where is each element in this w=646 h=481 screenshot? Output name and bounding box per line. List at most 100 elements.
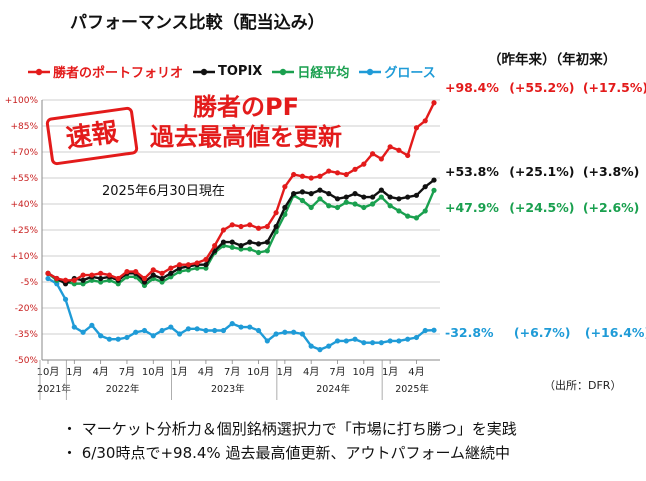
data-point-topix	[422, 184, 428, 190]
data-point-topix	[317, 187, 323, 193]
data-point-winner	[194, 260, 200, 266]
data-point-growth	[238, 324, 244, 330]
data-point-growth	[317, 347, 323, 353]
x-tick-label: 4月	[408, 366, 424, 378]
legend-item-winner: 勝者のポートフォリオ	[28, 62, 183, 81]
data-point-growth	[141, 327, 148, 334]
y-tick-label: +10%	[10, 252, 38, 262]
data-point-winner	[212, 243, 218, 249]
data-point-nikkei	[422, 208, 428, 214]
headline-line-2: 過去最高値を更新	[150, 123, 342, 151]
y-tick-label: -50%	[15, 356, 39, 366]
since-last-year-winner: (+55.2%)	[509, 80, 575, 95]
ytd-winner: (+17.5%)	[582, 80, 646, 95]
data-point-growth	[361, 340, 367, 346]
data-point-nikkei	[387, 203, 393, 209]
x-tick-label: 10月	[37, 366, 60, 378]
data-point-topix	[80, 277, 86, 283]
end-label-winner: +98.4% (+55.2%) (+17.5%)	[445, 80, 646, 95]
data-point-topix	[150, 272, 156, 278]
ytd-topix: (+3.8%)	[582, 164, 640, 179]
data-point-winner	[308, 175, 314, 181]
year-label: 2021年	[37, 383, 71, 395]
data-point-winner	[159, 270, 165, 276]
legend-label-winner: 勝者のポートフォリオ	[53, 66, 184, 81]
data-point-topix	[308, 191, 314, 197]
data-point-topix	[369, 194, 376, 200]
bullet-1: ・ マーケット分析力＆個別銘柄選択力で「市場に打ち勝つ」を実践	[62, 420, 517, 438]
data-point-nikkei	[299, 197, 306, 204]
data-point-nikkei	[405, 213, 411, 219]
data-point-growth	[168, 324, 174, 330]
data-point-winner	[396, 147, 402, 153]
data-point-topix	[378, 187, 384, 193]
data-point-growth	[334, 338, 341, 344]
chart-title: パフォーマンス比較（配当込み）	[70, 13, 325, 33]
data-point-winner	[431, 100, 437, 106]
data-point-growth	[98, 333, 104, 339]
ytd-growth: (+16.4%)	[584, 325, 646, 340]
data-point-growth	[159, 327, 165, 334]
data-point-nikkei	[229, 244, 235, 250]
since-last-year-growth: (+6.7%)	[513, 325, 571, 340]
data-point-growth	[124, 334, 130, 341]
data-point-topix	[229, 239, 235, 245]
data-point-growth	[176, 331, 183, 337]
data-point-topix	[168, 270, 174, 276]
headline-line-1: 勝者のPF	[193, 93, 299, 121]
column-headers: （昨年来）（年初来）	[488, 52, 617, 68]
legend-marker-winner-icon	[28, 68, 50, 75]
source-note: （出所：DFR）	[544, 379, 622, 392]
end-label-topix: +53.8% (+25.1%) (+3.8%)	[445, 164, 639, 179]
data-point-topix	[203, 262, 209, 268]
data-point-winner	[264, 223, 270, 230]
data-point-topix	[396, 196, 402, 202]
y-tick-label: -5%	[20, 278, 38, 288]
data-point-winner	[71, 277, 77, 283]
data-point-topix	[343, 194, 349, 200]
data-point-winner	[282, 184, 288, 190]
legend-label-nikkei: 日経平均	[297, 66, 350, 81]
data-point-growth	[352, 336, 358, 342]
x-tick-label: 1月	[277, 366, 293, 378]
data-point-nikkei	[369, 201, 376, 207]
data-point-winner	[89, 272, 95, 278]
data-point-winner	[141, 275, 148, 282]
data-point-winner	[405, 152, 411, 159]
data-point-winner	[203, 256, 209, 263]
legend-item-nikkei: 日経平均	[272, 62, 349, 81]
data-point-winner	[62, 277, 69, 283]
legend-item-topix: TOPIX	[193, 64, 262, 79]
data-point-topix	[326, 191, 332, 197]
x-tick-label: 10月	[247, 366, 270, 378]
data-point-topix	[387, 194, 393, 200]
data-point-winner	[273, 210, 279, 216]
x-tick-label: 10月	[142, 366, 165, 378]
year-label: 2024年	[316, 383, 350, 395]
data-point-topix	[405, 194, 411, 200]
end-value-nikkei: +47.9%	[445, 200, 499, 215]
data-point-topix	[264, 239, 270, 245]
data-point-growth	[220, 327, 227, 334]
data-point-growth	[264, 338, 270, 344]
data-point-growth	[255, 327, 262, 334]
data-point-growth	[299, 331, 306, 337]
data-point-nikkei	[326, 203, 332, 209]
y-tick-label: +25%	[10, 226, 38, 236]
data-point-growth	[282, 329, 288, 335]
data-point-winner	[150, 267, 156, 273]
end-label-growth: -32.8% (+6.7%) (+16.4%)	[445, 325, 646, 340]
data-point-nikkei	[343, 199, 349, 205]
data-point-winner	[369, 151, 376, 157]
headline: 勝者のPF 過去最高値を更新	[150, 92, 342, 152]
data-point-growth	[308, 343, 314, 349]
data-point-winner	[247, 222, 253, 228]
data-point-winner	[168, 265, 174, 271]
legend-marker-nikkei-icon	[272, 68, 295, 75]
data-point-topix	[361, 194, 367, 200]
data-point-nikkei	[431, 187, 437, 193]
legend-label-growth: グロース	[384, 66, 436, 81]
data-point-growth	[133, 329, 139, 335]
x-tick-label: 1月	[66, 366, 82, 378]
data-point-winner	[413, 125, 420, 131]
